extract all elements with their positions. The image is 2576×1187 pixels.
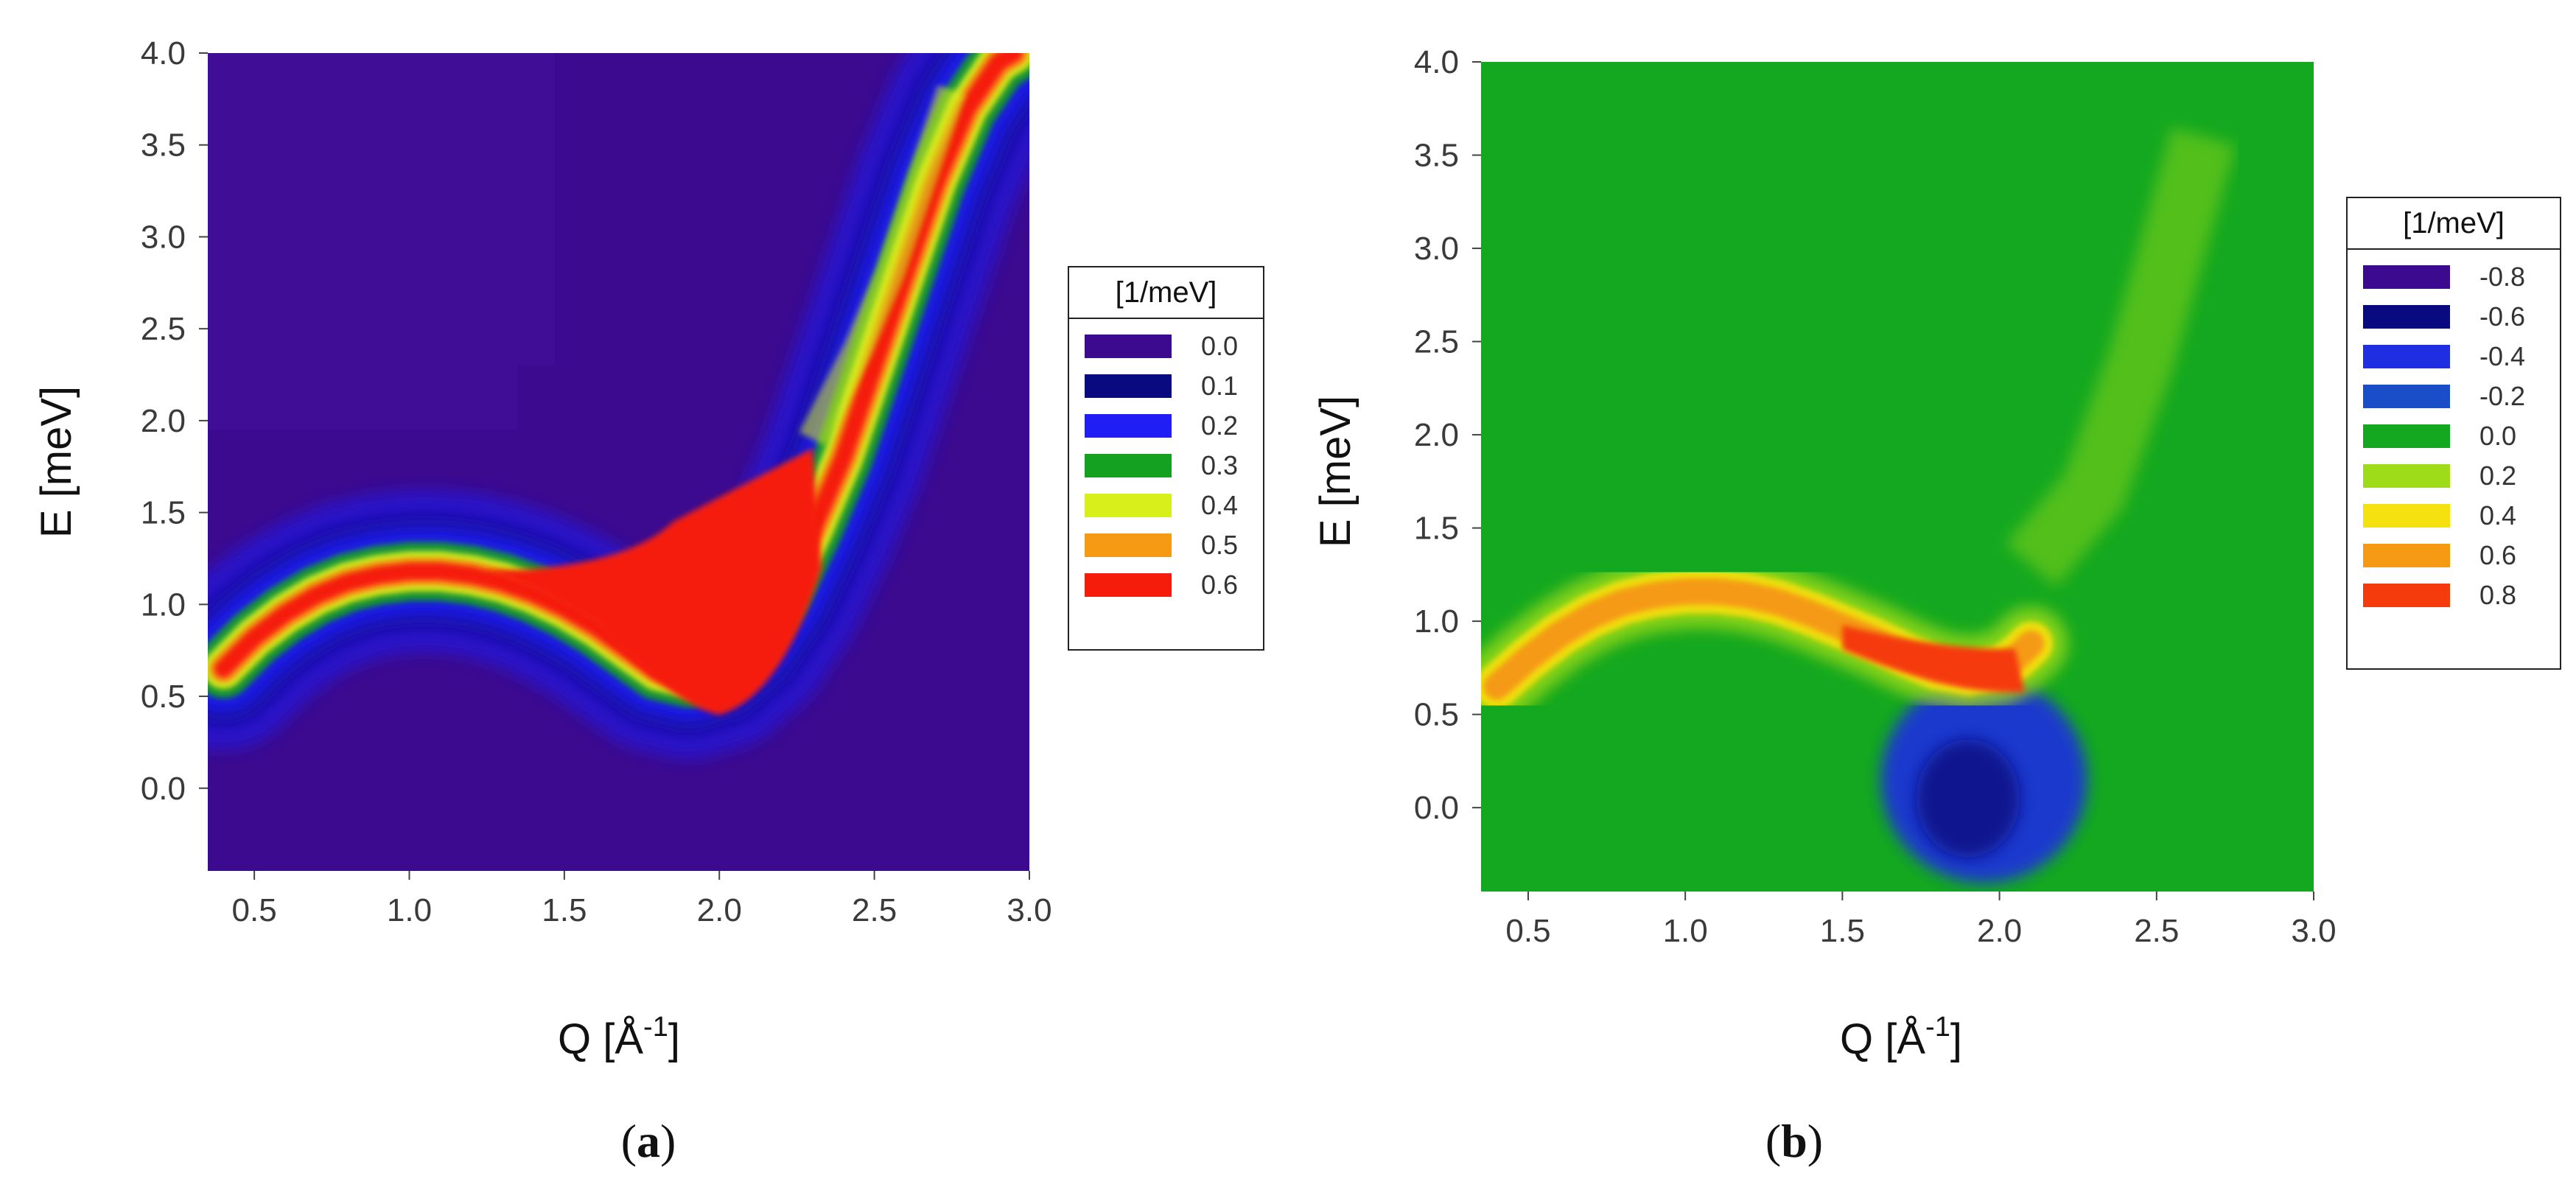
upper-branch-b	[2005, 127, 2236, 587]
legend-swatch	[2363, 385, 2450, 408]
y-tick-label: 0.5	[141, 679, 186, 715]
x-axis-title-base-a: Q [Å	[558, 1015, 643, 1063]
legend-label: 0.2	[1201, 410, 1238, 441]
x-tick-label: 3.0	[1007, 892, 1051, 928]
y-tick-label: 3.5	[141, 127, 186, 164]
axes-b: 0.5 1.0 1.5 2.0 2.5 3.0 0.0 0.5 1.0 1.5 2.0 2.5 3.0 3…	[1414, 44, 2337, 949]
y-tick-label: 0.0	[141, 771, 186, 807]
x-tick-label: 2.5	[2134, 913, 2179, 949]
panel-caption-b: (b)	[1765, 1115, 1823, 1167]
x-tick-label: 1.0	[387, 892, 432, 928]
y-tick-label: 1.5	[141, 495, 186, 531]
legend-label: 0.3	[1201, 450, 1238, 480]
legend-swatch	[2363, 464, 2450, 488]
y-axis-title-a: E [meV]	[32, 386, 80, 538]
y-tick-label: 3.0	[1414, 231, 1459, 267]
panel-label-b: b	[1781, 1115, 1807, 1167]
legend-swatch	[2363, 345, 2450, 368]
x-tick-label: 1.5	[542, 892, 587, 928]
legend-b: [1/meV] -0.8 -0.6 -0.4 -0.2 0.0 0.2 0.4 0.6 0.8	[2346, 197, 2561, 670]
x-tick-label: 3.0	[2291, 913, 2336, 949]
legend-label: 0.2	[2479, 461, 2516, 491]
legend-label: 0.6	[2479, 540, 2516, 570]
x-tick-label: 1.5	[1820, 913, 1865, 949]
panel-caption-a: (a)	[621, 1115, 676, 1167]
plot-area-a	[208, 53, 1029, 871]
x-axis-title-base-b: Q [Å	[1840, 1015, 1925, 1063]
legend-label: 0.1	[1201, 371, 1238, 401]
y-tick-label: 0.0	[1414, 790, 1459, 826]
legend-label: 0.4	[2479, 500, 2516, 531]
legend-label: 0.8	[2479, 580, 2516, 610]
legend-swatch	[2363, 584, 2450, 607]
legend-swatch	[1085, 533, 1172, 557]
y-axis-title-b: E [meV]	[1312, 396, 1359, 547]
y-tick-label: 1.0	[1414, 603, 1459, 640]
legend-label: -0.6	[2479, 301, 2525, 332]
x-tick-label: 2.5	[852, 892, 897, 928]
legend-label: 0.5	[1201, 530, 1238, 560]
legend-swatch	[1085, 414, 1172, 438]
roton-lobe-b	[1842, 625, 2025, 693]
legend-swatch	[1085, 494, 1172, 517]
legend-title: [1/meV]	[2403, 207, 2505, 239]
plot-area-b	[1481, 62, 2314, 892]
panel-b: 0.5 1.0 1.5 2.0 2.5 3.0 0.0 0.5 1.0 1.5 2.0 2.5 3.0 3…	[1312, 44, 2561, 1167]
legend-label: 0.4	[1201, 490, 1238, 520]
x-axis-title-end-b: ]	[1950, 1015, 1962, 1063]
roton-lobe-a	[486, 448, 822, 715]
y-tick-label: 3.0	[141, 219, 186, 255]
legend-label: -0.4	[2479, 341, 2525, 371]
x-tick-label: 2.0	[1977, 913, 2022, 949]
legend-swatch	[1085, 374, 1172, 398]
legend-swatch	[2363, 424, 2450, 448]
legend-label: 0.0	[2479, 421, 2516, 451]
legend-swatch	[2363, 305, 2450, 329]
no-coverage-region-a	[208, 53, 556, 430]
y-tick-label: 0.5	[1414, 697, 1459, 733]
legend-swatch	[2363, 504, 2450, 528]
y-tick-label: 2.0	[141, 403, 186, 439]
legend-label: -0.8	[2479, 262, 2525, 292]
legend-swatch	[2363, 265, 2450, 289]
legend-label: -0.2	[2479, 381, 2525, 411]
legend-swatch	[2363, 544, 2450, 567]
x-axis-title-sup-b: -1	[1925, 1012, 1950, 1043]
y-tick-label: 4.0	[1414, 44, 1459, 80]
negative-core-b	[1916, 739, 2020, 858]
legend-swatch	[1085, 335, 1172, 358]
axes-a: 0.5 1.0 1.5 2.0 2.5 3.0 0.0 0.5 1.0 1.5 2.0 2.5 3.0 3…	[141, 35, 1052, 928]
x-tick-label: 1.0	[1663, 913, 1708, 949]
y-tick-label: 3.5	[1414, 138, 1459, 174]
legend-swatch	[1085, 573, 1172, 597]
y-tick-label: 2.5	[1414, 324, 1459, 360]
y-tick-label: 2.5	[141, 311, 186, 347]
y-tick-label: 2.0	[1414, 417, 1459, 453]
x-tick-label: 2.0	[697, 892, 742, 928]
x-axis-title-end-a: ]	[668, 1015, 680, 1063]
y-tick-label: 4.0	[141, 35, 186, 71]
x-axis-title-b: Q [Å-1]	[1840, 1012, 1962, 1063]
legend-swatch	[1085, 454, 1172, 477]
panel-a: 0.5 1.0 1.5 2.0 2.5 3.0 0.0 0.5 1.0 1.5 2.0 2.5 3.0 3…	[32, 35, 1264, 1167]
legend-label: 0.6	[1201, 570, 1238, 600]
panel-label-a: a	[637, 1115, 660, 1167]
x-axis-title-a: Q [Å-1]	[558, 1012, 680, 1063]
upper-branch-a	[799, 85, 966, 446]
x-tick-label: 0.5	[1505, 913, 1550, 949]
y-tick-label: 1.5	[1414, 511, 1459, 547]
x-axis-title-sup-a: -1	[643, 1012, 668, 1043]
legend-a: [1/meV] 0.0 0.1 0.2 0.3 0.4 0.5 0.6	[1068, 266, 1264, 651]
legend-title: [1/meV]	[1116, 276, 1217, 309]
x-tick-label: 0.5	[232, 892, 277, 928]
legend-label: 0.0	[1201, 331, 1238, 361]
y-tick-label: 1.0	[141, 587, 186, 623]
